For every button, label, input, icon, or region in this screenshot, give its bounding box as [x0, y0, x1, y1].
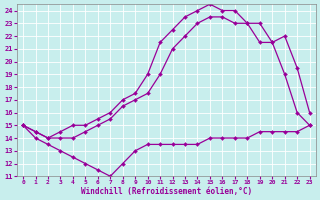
X-axis label: Windchill (Refroidissement éolien,°C): Windchill (Refroidissement éolien,°C) — [81, 187, 252, 196]
